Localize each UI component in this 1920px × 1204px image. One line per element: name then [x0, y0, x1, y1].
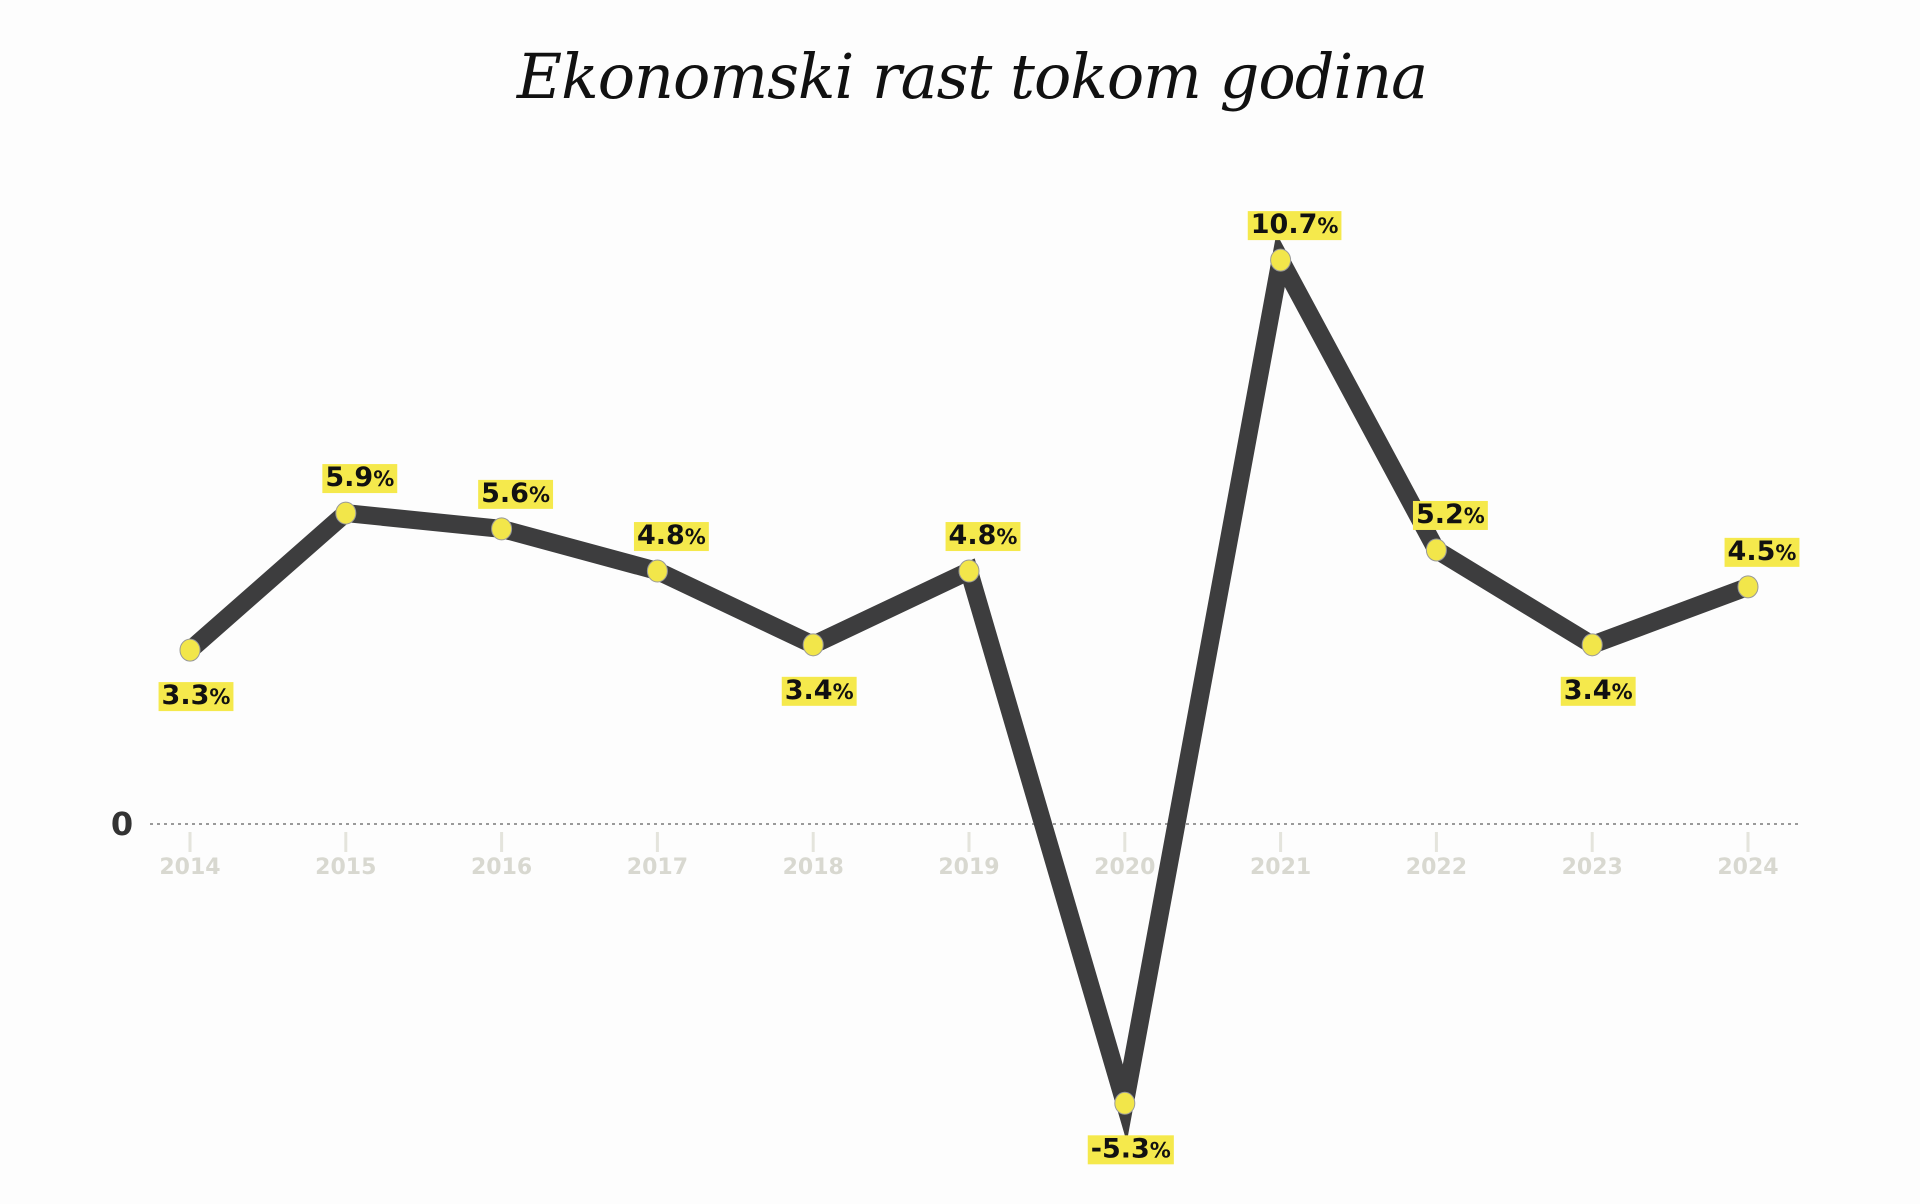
data-point: [802, 633, 824, 657]
data-label-highlight: [781, 676, 857, 706]
data-label-highlight: [1412, 500, 1488, 530]
data-label: 5.2%: [1412, 499, 1488, 530]
data-label-text: 4.5%: [1728, 536, 1797, 567]
data-label-highlight: [945, 522, 1021, 552]
data-label-text: 5.2%: [1416, 499, 1485, 530]
data-label-highlight: [1560, 676, 1636, 706]
data-label: 5.6%: [478, 478, 554, 509]
data-label: 4.8%: [633, 520, 709, 552]
x-tick-label: 2020: [1094, 855, 1155, 880]
data-label-text: 3.4%: [785, 675, 854, 706]
data-label-highlight: [158, 682, 234, 712]
data-label: 3.4%: [1560, 675, 1636, 706]
data-point: [335, 501, 357, 525]
data-point: [1270, 248, 1292, 272]
data-label: -5.3%: [1087, 1133, 1174, 1165]
x-tick-label: 2015: [315, 855, 376, 880]
data-line: [184, 233, 1752, 1143]
data-label: 4.5%: [1724, 536, 1800, 567]
x-tick-label: 2018: [783, 855, 844, 880]
data-point: [1114, 1091, 1136, 1115]
data-label-text: 5.6%: [481, 478, 550, 509]
x-tick-label: 2019: [938, 855, 999, 880]
data-label: 3.4%: [781, 675, 857, 706]
data-label-text: 4.8%: [637, 520, 706, 551]
data-label: 5.9%: [322, 462, 398, 494]
data-label-highlight: [478, 479, 554, 509]
chart-title: Ekonomski rast tokom godina: [516, 40, 1428, 113]
data-label-text: 3.4%: [1564, 675, 1633, 706]
y-tick-label-0: 0: [111, 805, 133, 843]
data-point: [958, 559, 980, 583]
data-label-text: 4.8%: [949, 520, 1018, 551]
data-point: [491, 517, 513, 541]
data-label: 4.8%: [945, 520, 1021, 552]
data-label-highlight: [1724, 537, 1800, 567]
data-point: [1425, 538, 1447, 562]
data-point: [179, 638, 201, 662]
data-label-highlight: [322, 464, 398, 494]
x-tick-label: 2021: [1250, 855, 1311, 880]
data-label-highlight: [1247, 211, 1342, 241]
x-tick-label: 2022: [1406, 855, 1467, 880]
data-point: [1737, 575, 1759, 599]
data-label: 10.7%: [1247, 209, 1342, 241]
x-tick-label: 2017: [627, 855, 688, 880]
data-label-text: 10.7%: [1251, 209, 1339, 240]
x-tick-label: 2023: [1562, 855, 1623, 880]
x-tick-label: 2024: [1717, 855, 1778, 880]
x-tick-label: 2016: [471, 855, 532, 880]
data-label-text: -5.3%: [1091, 1133, 1171, 1164]
data-label-text: 5.9%: [325, 462, 394, 493]
x-tick-label: 2014: [159, 855, 220, 880]
data-point: [646, 559, 668, 583]
data-label: 3.3%: [158, 680, 234, 712]
data-label-highlight: [633, 522, 709, 552]
data-label-highlight: [1087, 1135, 1174, 1165]
data-point: [1581, 633, 1603, 657]
data-label-text: 3.3%: [162, 680, 231, 711]
